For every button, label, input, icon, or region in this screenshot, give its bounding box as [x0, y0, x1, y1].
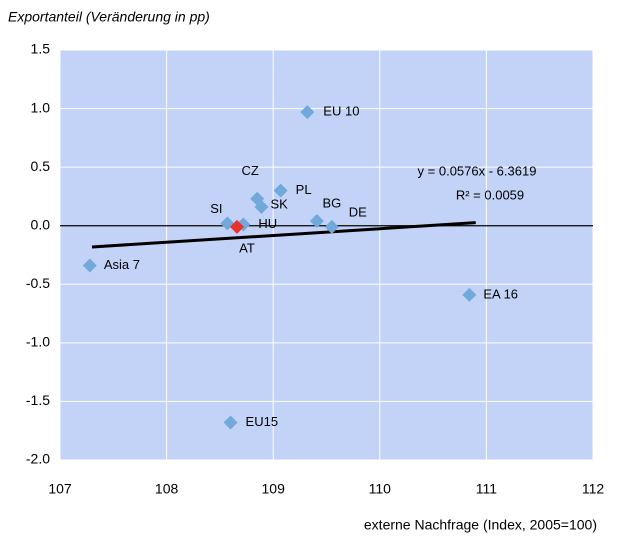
data-point [324, 219, 339, 234]
data-point [273, 183, 288, 198]
trendline-equation: y = 0.0576x - 6.3619 [418, 163, 537, 178]
data-point [309, 214, 324, 229]
y-tick-label: 0.5 [31, 158, 51, 174]
point-label: EU15 [246, 414, 279, 429]
point-label: SI [210, 201, 222, 216]
y-tick-label: -2.0 [26, 451, 50, 467]
data-point [82, 258, 97, 273]
x-tick-label: 111 [476, 481, 497, 497]
x-tick-label: 107 [48, 481, 72, 497]
x-tick-label: 112 [582, 481, 605, 497]
data-point [254, 199, 269, 214]
point-label: EU 10 [323, 104, 359, 119]
data-point [223, 415, 238, 430]
trendline-r-squared: R² = 0.0059 [456, 187, 524, 202]
y-tick-label: -1.0 [26, 334, 50, 350]
trendline [91, 221, 476, 249]
point-label: AT [239, 240, 255, 255]
y-tick-label: -1.5 [26, 392, 50, 408]
y-tick-label: 0.0 [31, 216, 51, 232]
y-tick-label: 1.5 [31, 41, 51, 57]
point-label: HU [258, 216, 277, 231]
data-point [300, 105, 315, 120]
y-tick-label: 1.0 [31, 99, 51, 115]
point-label: BG [323, 195, 342, 210]
x-tick-label: 108 [155, 481, 179, 497]
x-tick-label: 110 [369, 481, 392, 497]
plot-area [60, 50, 593, 460]
point-label: DE [349, 204, 367, 219]
point-label: SK [270, 196, 288, 211]
point-label: Asia 7 [104, 257, 140, 272]
y-tick-label: -0.5 [26, 275, 50, 291]
data-point [229, 219, 244, 234]
data-point [462, 287, 477, 302]
point-label: EA 16 [483, 286, 518, 301]
x-tick-label: 109 [262, 481, 286, 497]
point-label: PL [296, 182, 312, 197]
point-label: CZ [242, 163, 259, 178]
x-axis-title: externe Nachfrage (Index, 2005=100) [364, 517, 597, 533]
y-axis-title: Exportanteil (Veränderung in pp) [8, 9, 210, 25]
